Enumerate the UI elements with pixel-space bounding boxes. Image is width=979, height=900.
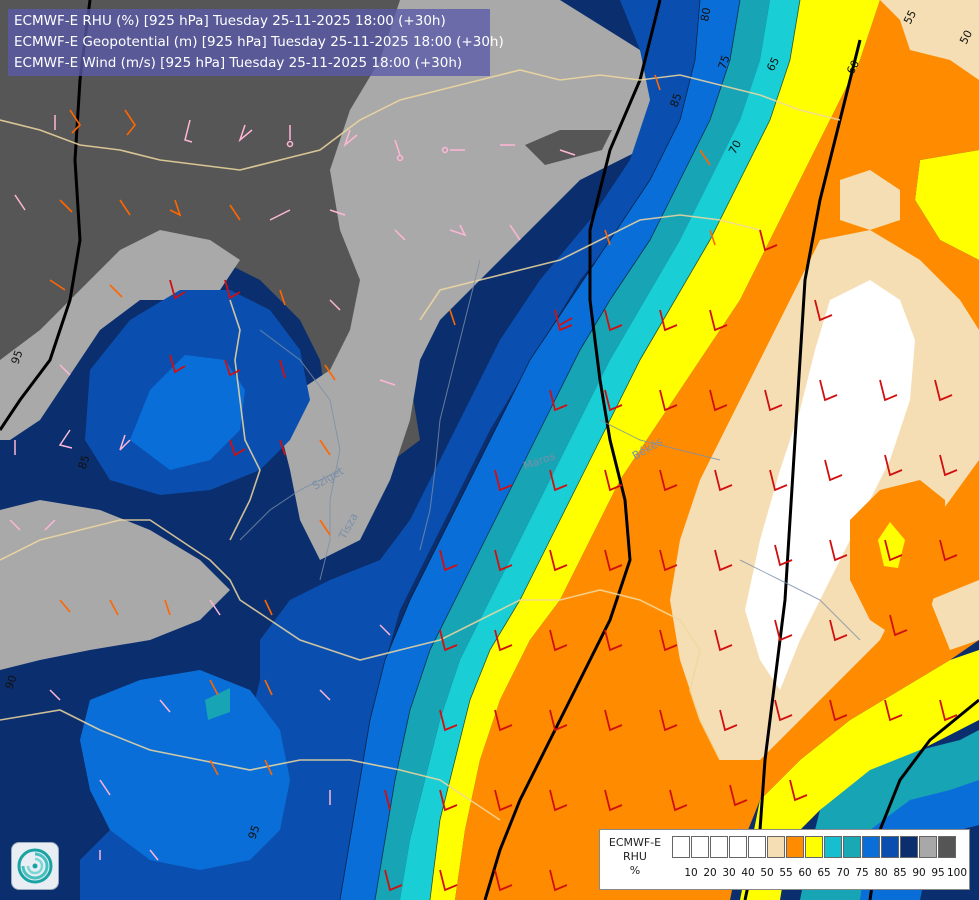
swirl-icon-graphic [17,848,53,884]
legend-tick-label: 85 [893,867,907,879]
legend-title-variable: RHU [623,850,647,863]
legend-tick-label: 60 [798,867,812,879]
legend-tick-label: 55 [779,867,793,879]
country-borders [0,69,841,821]
legend-tick-label: 90 [912,867,926,879]
legend-swatch [672,836,690,858]
band-70-75 [375,0,770,900]
contour-label-70: 70 [726,138,744,156]
band-70-75-patch [205,688,230,720]
contour-label-85: 85 [668,91,685,109]
legend-swatch [729,836,747,858]
legend-title-model: ECMWF-E [608,836,662,849]
band-50-55-se [930,580,979,650]
legend-swatch [919,836,937,858]
contour-label-60: 60 [844,58,862,76]
contour-label-65: 65 [764,55,782,73]
band-60-65-right [915,150,979,260]
legend-tick-label: 65 [817,867,831,879]
legend-tick-label: 20 [703,867,717,879]
legend-tick-label: 10 [684,867,698,879]
legend-tick-label: 40 [741,867,755,879]
band-75-80-blob [130,355,245,470]
legend-tick-label: 70 [836,867,850,879]
title-wind: ECMWF-E Wind (m/s) [925 hPa] Tuesday 25-… [14,55,463,71]
contour-label-75: 75 [716,53,733,71]
legend-swatch [691,836,709,858]
band-below-50 [745,280,915,690]
legend-swatch [786,836,804,858]
band-60-65 [430,0,880,900]
contour-label-90: 90 [3,673,20,691]
contour-label-95: 95 [9,348,26,366]
ecmwf-swirl-icon [11,842,59,890]
legend-swatch [805,836,823,858]
legend-swatch [767,836,785,858]
legend-title-unit: % [629,864,641,877]
wind-barbs-strong [169,229,958,892]
legend-title: ECMWF-E RHU % [602,836,668,878]
contour-label-80: 80 [698,6,713,22]
contour-label-55: 55 [901,8,919,26]
legend-swatch [748,836,766,858]
legend-swatch [862,836,880,858]
legend-tick-label: 50 [760,867,774,879]
band-90-95-left [0,230,240,440]
rivers [239,259,861,641]
band-50-55 [880,0,979,80]
band-75-80 [340,0,740,900]
contour-label-95b: 95 [246,823,263,841]
legend-tick-label: 75 [855,867,869,879]
band-75-80-sw [80,670,290,870]
band-60-65-se [740,650,979,900]
legend-tick-label: 30 [722,867,736,879]
legend-swatch [938,836,956,858]
title-geopotential: ECMWF-E Geopotential (m) [925 hPa] Tuesd… [14,34,504,50]
map-title-box: ECMWF-E RHU (%) [925 hPa] Tuesday 25-11-… [8,9,504,76]
legend-swatch [710,836,728,858]
band-95-top-right-patch [525,130,612,165]
legend-tick-label: 100 [946,867,968,879]
contour-label-50: 50 [957,28,975,46]
legend-swatch [881,836,899,858]
legend-tick-label: 95 [931,867,945,879]
wind-barbs-light [9,115,576,861]
contour-label-85b: 85 [76,453,93,471]
legend-swatch [824,836,842,858]
legend-swatch [843,836,861,858]
legend-tick-label: 80 [874,867,888,879]
band-65-70 [400,0,800,900]
band-50-55-blob [840,170,900,230]
title-rhu: ECMWF-E RHU (%) [925 hPa] Tuesday 25-11-… [14,13,446,29]
wind-barbs-moderate [49,74,716,776]
band-95-100 [0,0,560,470]
legend-swatch [900,836,918,858]
rhu-contours [339,0,801,900]
band-90-95-sw [0,500,230,670]
legend-swatches [672,836,957,858]
rhu-legend: ECMWF-E RHU % 10 20 30 40 50 55 60 65 70 75 80 85 90… [599,829,970,890]
